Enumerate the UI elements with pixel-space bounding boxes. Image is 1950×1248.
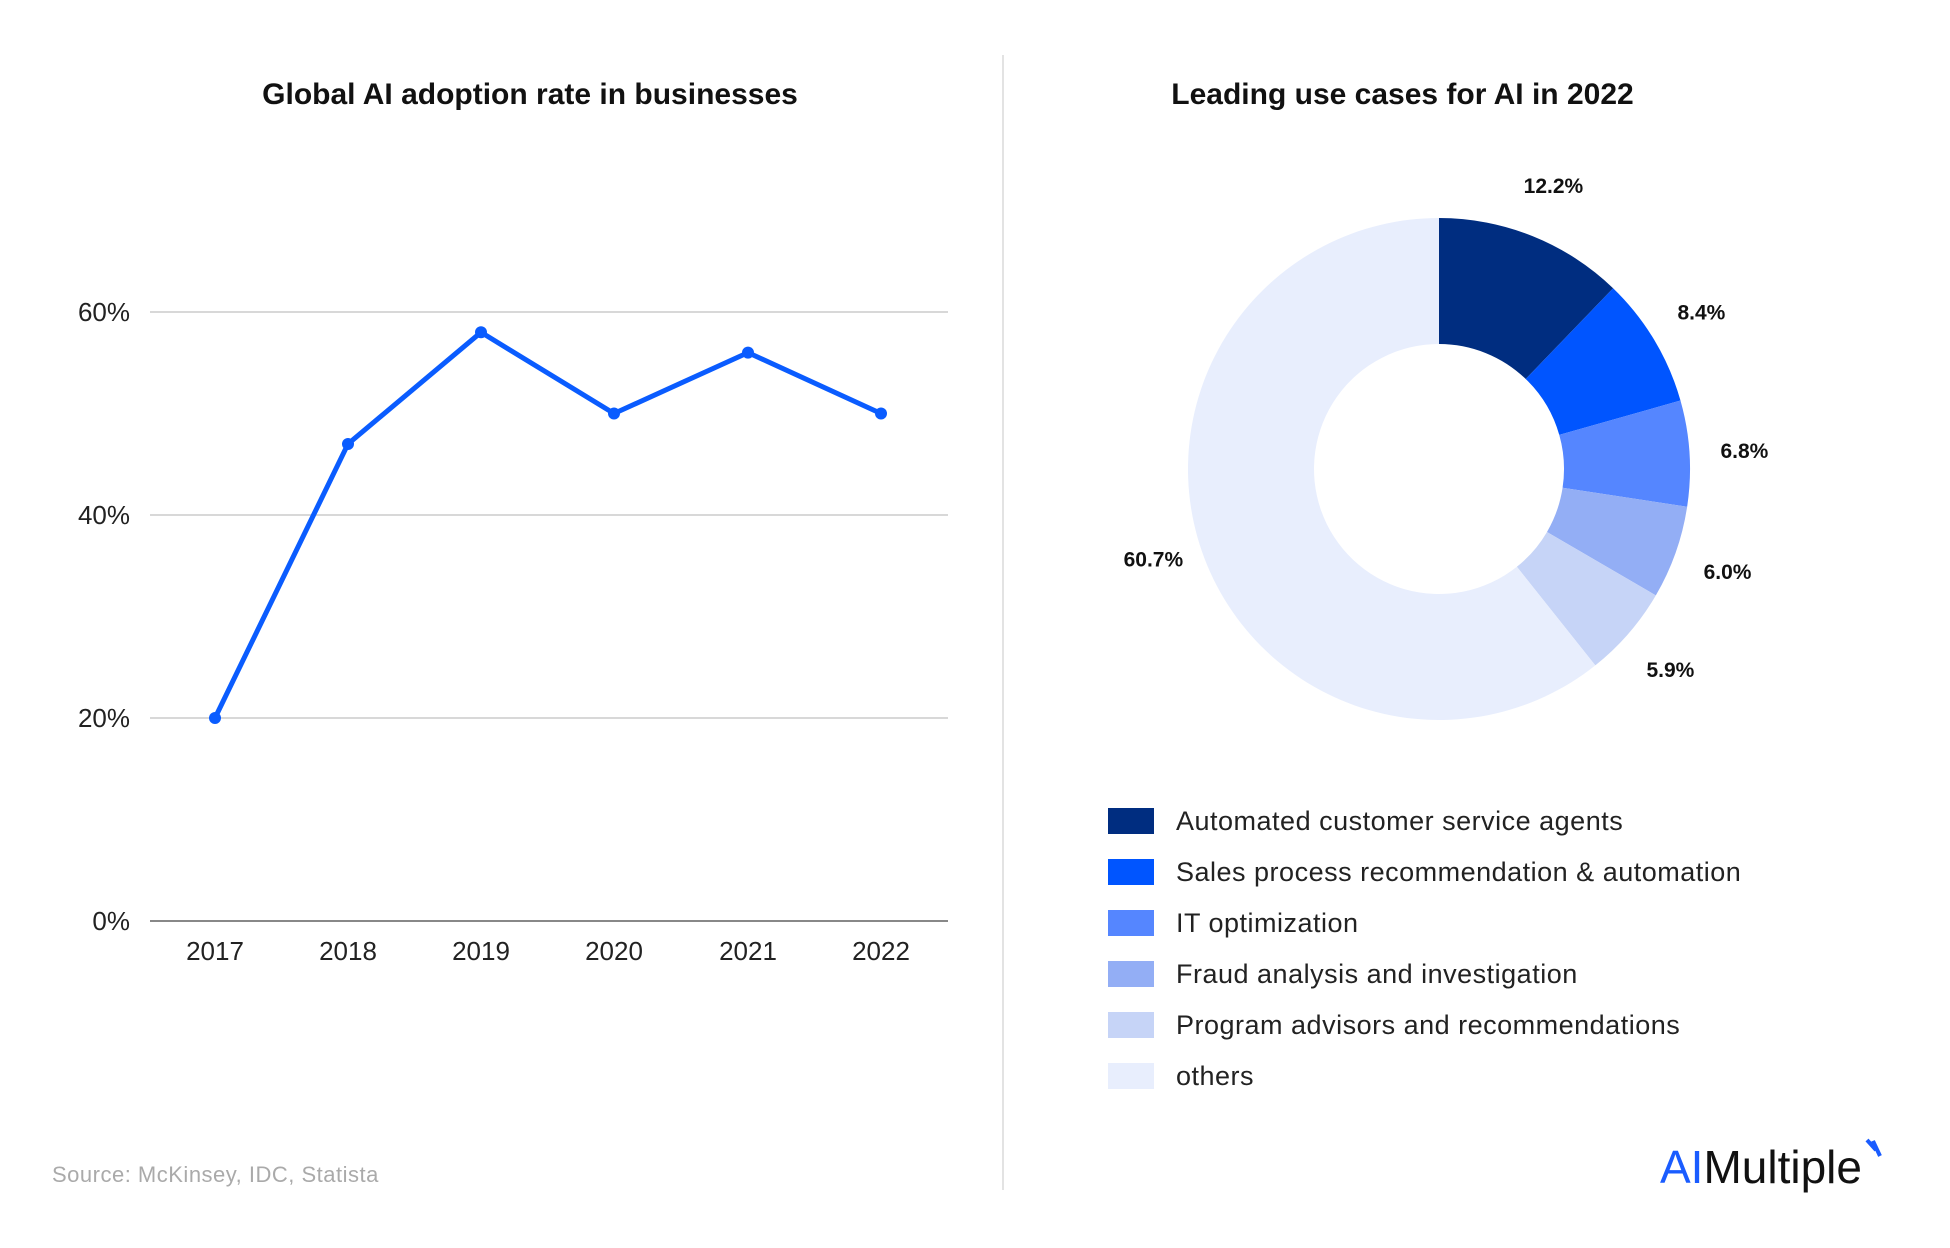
legend-item: Program advisors and recommendations [1108, 1010, 1680, 1040]
slice-label: 60.7% [1124, 548, 1184, 571]
slice-label: 6.0% [1704, 561, 1752, 584]
logo-ai: AI [1660, 1141, 1704, 1193]
aimultiple-logo: AIMultiple [1660, 1138, 1882, 1194]
legend-item: others [1108, 1061, 1254, 1091]
line-chart-title: Global AI adoption rate in businesses [262, 78, 798, 111]
donut-slice [1187, 218, 1596, 721]
x-tick-label: 2020 [585, 936, 643, 966]
data-point [342, 437, 354, 450]
legend-item: Automated customer service agents [1108, 806, 1623, 836]
donut-chart: 12.2% 8.4% 6.8% 6.0% 5.9% 60.7% [1124, 175, 1769, 721]
logo-multiple: Multiple [1703, 1141, 1862, 1193]
legend-label: Automated customer service agents [1176, 805, 1624, 836]
legend-label: Fraud analysis and investigation [1176, 958, 1578, 989]
y-tick-label: 60% [78, 297, 130, 327]
x-tick-label: 2018 [319, 936, 377, 966]
slice-label: 5.9% [1646, 659, 1694, 682]
y-tick-label: 0% [92, 906, 130, 936]
slice-label: 6.8% [1720, 440, 1768, 463]
legend-label: Program advisors and recommendations [1176, 1009, 1681, 1040]
source-note: Source: McKinsey, IDC, Statista [52, 1162, 379, 1187]
legend-label: IT optimization [1176, 907, 1359, 938]
donut-slice [1546, 487, 1688, 596]
series-line [212, 329, 883, 720]
x-tick-label: 2017 [186, 936, 244, 966]
line-chart: 0% 20% 40% 60% 2017 2018 2019 2020 2021 2022 [78, 297, 948, 966]
legend-swatch [1108, 859, 1154, 885]
x-tick-label: 2022 [852, 936, 910, 966]
donut-slice [1559, 400, 1690, 507]
legend-swatch [1108, 910, 1154, 936]
legend-label: Sales process recommendation & automatio… [1176, 856, 1742, 887]
y-tick-label: 20% [78, 703, 130, 733]
slice-label: 8.4% [1677, 302, 1725, 325]
legend-item: Sales process recommendation & automatio… [1108, 857, 1741, 887]
data-point [475, 326, 487, 339]
x-tick-label: 2019 [452, 936, 510, 966]
legend-label: others [1176, 1060, 1255, 1091]
donut-slice [1525, 288, 1681, 435]
donut-slice [1439, 218, 1614, 379]
data-point [608, 407, 620, 420]
x-tick-label: 2021 [719, 936, 777, 966]
divider [1002, 55, 1004, 1190]
legend-swatch [1108, 1012, 1154, 1038]
data-point [742, 346, 754, 359]
data-point [209, 712, 221, 724]
slice-label: 12.2% [1524, 175, 1584, 198]
legend-swatch [1108, 961, 1154, 987]
data-point [875, 407, 887, 420]
legend-item: IT optimization [1108, 908, 1359, 938]
y-tick-label: 40% [78, 500, 130, 530]
legend-item: Fraud analysis and investigation [1108, 959, 1578, 989]
logo-mark-icon [1865, 1138, 1882, 1157]
legend-swatch [1108, 808, 1154, 834]
donut-chart-title: Leading use cases for AI in 2022 [1171, 78, 1634, 111]
legend-swatch [1108, 1063, 1154, 1089]
donut-slice [1516, 531, 1656, 666]
